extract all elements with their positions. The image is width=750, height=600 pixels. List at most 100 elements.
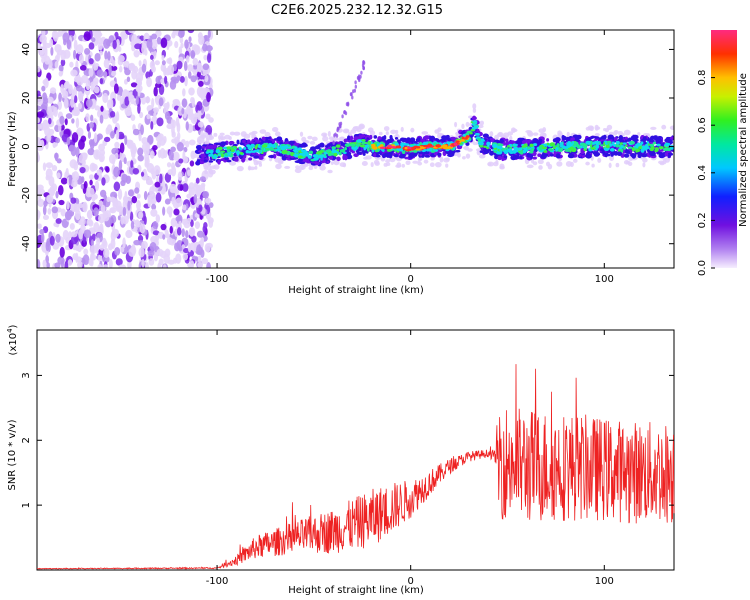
- core-cell: [283, 145, 289, 150]
- band-cell: [401, 137, 408, 142]
- core-cell: [654, 147, 659, 152]
- noise-cell: [111, 59, 116, 67]
- noise-cell: [127, 189, 135, 197]
- band-cell: [580, 147, 584, 153]
- core-cell: [243, 146, 247, 150]
- colorbar: 0.0 0.2 0.4 0.6 0.8 Normalized spectral ampl…: [697, 30, 749, 276]
- halo-cell: [295, 165, 300, 170]
- core-cell: [226, 151, 231, 156]
- halo-cell: [538, 128, 545, 134]
- band-cell: [479, 150, 484, 154]
- halo-cell: [465, 121, 470, 127]
- core-cell: [472, 120, 477, 123]
- halo-cell: [378, 131, 383, 136]
- noise-cell: [123, 157, 127, 165]
- noise-cell: [79, 216, 86, 226]
- band-cell: [483, 150, 490, 154]
- noise-cell: [150, 168, 155, 175]
- core-cell: [404, 143, 410, 146]
- noise-cell: [144, 156, 150, 167]
- core-cell: [483, 145, 487, 148]
- spectrogram-panel: -100 0 100 -40 -20 0 20 40 Height of straight …: [7, 29, 675, 296]
- noise-cell: [145, 142, 151, 152]
- noise-cell: [109, 98, 114, 109]
- halo-cell: [308, 166, 314, 171]
- halo-cell: [457, 153, 461, 158]
- noise-cell: [153, 111, 157, 119]
- noise-cell: [179, 184, 184, 191]
- noise-cell: [151, 97, 155, 109]
- band-cell: [526, 152, 531, 158]
- noise-cell: [117, 54, 125, 63]
- band-cell: [298, 161, 306, 165]
- noise-cell: [99, 114, 104, 124]
- core-cell: [275, 148, 281, 152]
- noise-cell: [58, 92, 62, 103]
- noise-cell: [135, 95, 139, 106]
- halo-cell: [597, 157, 602, 163]
- halo-cell: [454, 121, 458, 128]
- halo-cell: [511, 128, 518, 133]
- band-cell: [595, 153, 601, 156]
- noise-cell: [109, 110, 116, 118]
- band-cell: [233, 157, 239, 162]
- halo-cell: [410, 127, 415, 133]
- halo-cell: [233, 131, 241, 136]
- noise-cell: [168, 150, 174, 161]
- band-cell: [228, 140, 235, 145]
- noise-cell: [86, 219, 90, 226]
- band-cell: [195, 144, 203, 150]
- noise-cell: [57, 185, 64, 196]
- halo-cell: [229, 161, 237, 166]
- core-cell: [532, 143, 538, 147]
- noise-cell: [100, 204, 106, 213]
- noise-cell: [50, 46, 54, 56]
- band-cell: [517, 137, 524, 142]
- peak-cell: [407, 146, 412, 149]
- halo-cell: [243, 133, 251, 139]
- band-cell: [624, 136, 628, 140]
- noise-cell: [65, 113, 73, 119]
- noise-cell: [149, 150, 155, 159]
- halo-cell: [468, 115, 473, 119]
- noise-cell: [47, 96, 54, 104]
- noise-cell: [75, 85, 83, 92]
- core-cell: [366, 147, 370, 152]
- halo-cell: [386, 162, 391, 166]
- peak-cell: [370, 143, 376, 147]
- core-cell: [622, 142, 627, 145]
- core-cell: [338, 151, 342, 156]
- core-cell: [247, 145, 252, 150]
- noise-cell: [182, 88, 186, 97]
- noise-cell: [178, 46, 183, 55]
- streak-cell: [344, 111, 348, 116]
- noise-cell: [190, 113, 198, 125]
- noise-cell: [151, 65, 156, 73]
- noise-cell: [159, 173, 163, 184]
- noise-cell: [132, 168, 140, 175]
- band-cell: [375, 154, 381, 158]
- bottom-x-axis-label: Height of straight line (km): [288, 585, 424, 596]
- band-cell: [345, 151, 352, 157]
- core-cell: [615, 140, 620, 145]
- band-cell: [368, 136, 373, 140]
- noise-cell: [155, 192, 162, 203]
- noise-cell: [191, 152, 199, 158]
- noise-cell: [154, 60, 160, 66]
- noise-cell: [60, 83, 65, 94]
- noise-cell: [68, 144, 75, 152]
- noise-cell: [84, 47, 91, 55]
- halo-cell: [196, 139, 202, 144]
- noise-cell: [185, 55, 190, 63]
- noise-cell: [139, 111, 144, 119]
- core-cell: [254, 145, 258, 150]
- noise-cell: [208, 202, 214, 209]
- noise-cell: [43, 77, 49, 89]
- halo-cell: [462, 156, 466, 160]
- halo-cell: [532, 132, 539, 136]
- noise-cell: [54, 262, 61, 268]
- noise-cell: [133, 49, 140, 58]
- halo-cell: [284, 165, 291, 169]
- band-cell: [268, 155, 275, 158]
- noise-cell: [87, 131, 91, 139]
